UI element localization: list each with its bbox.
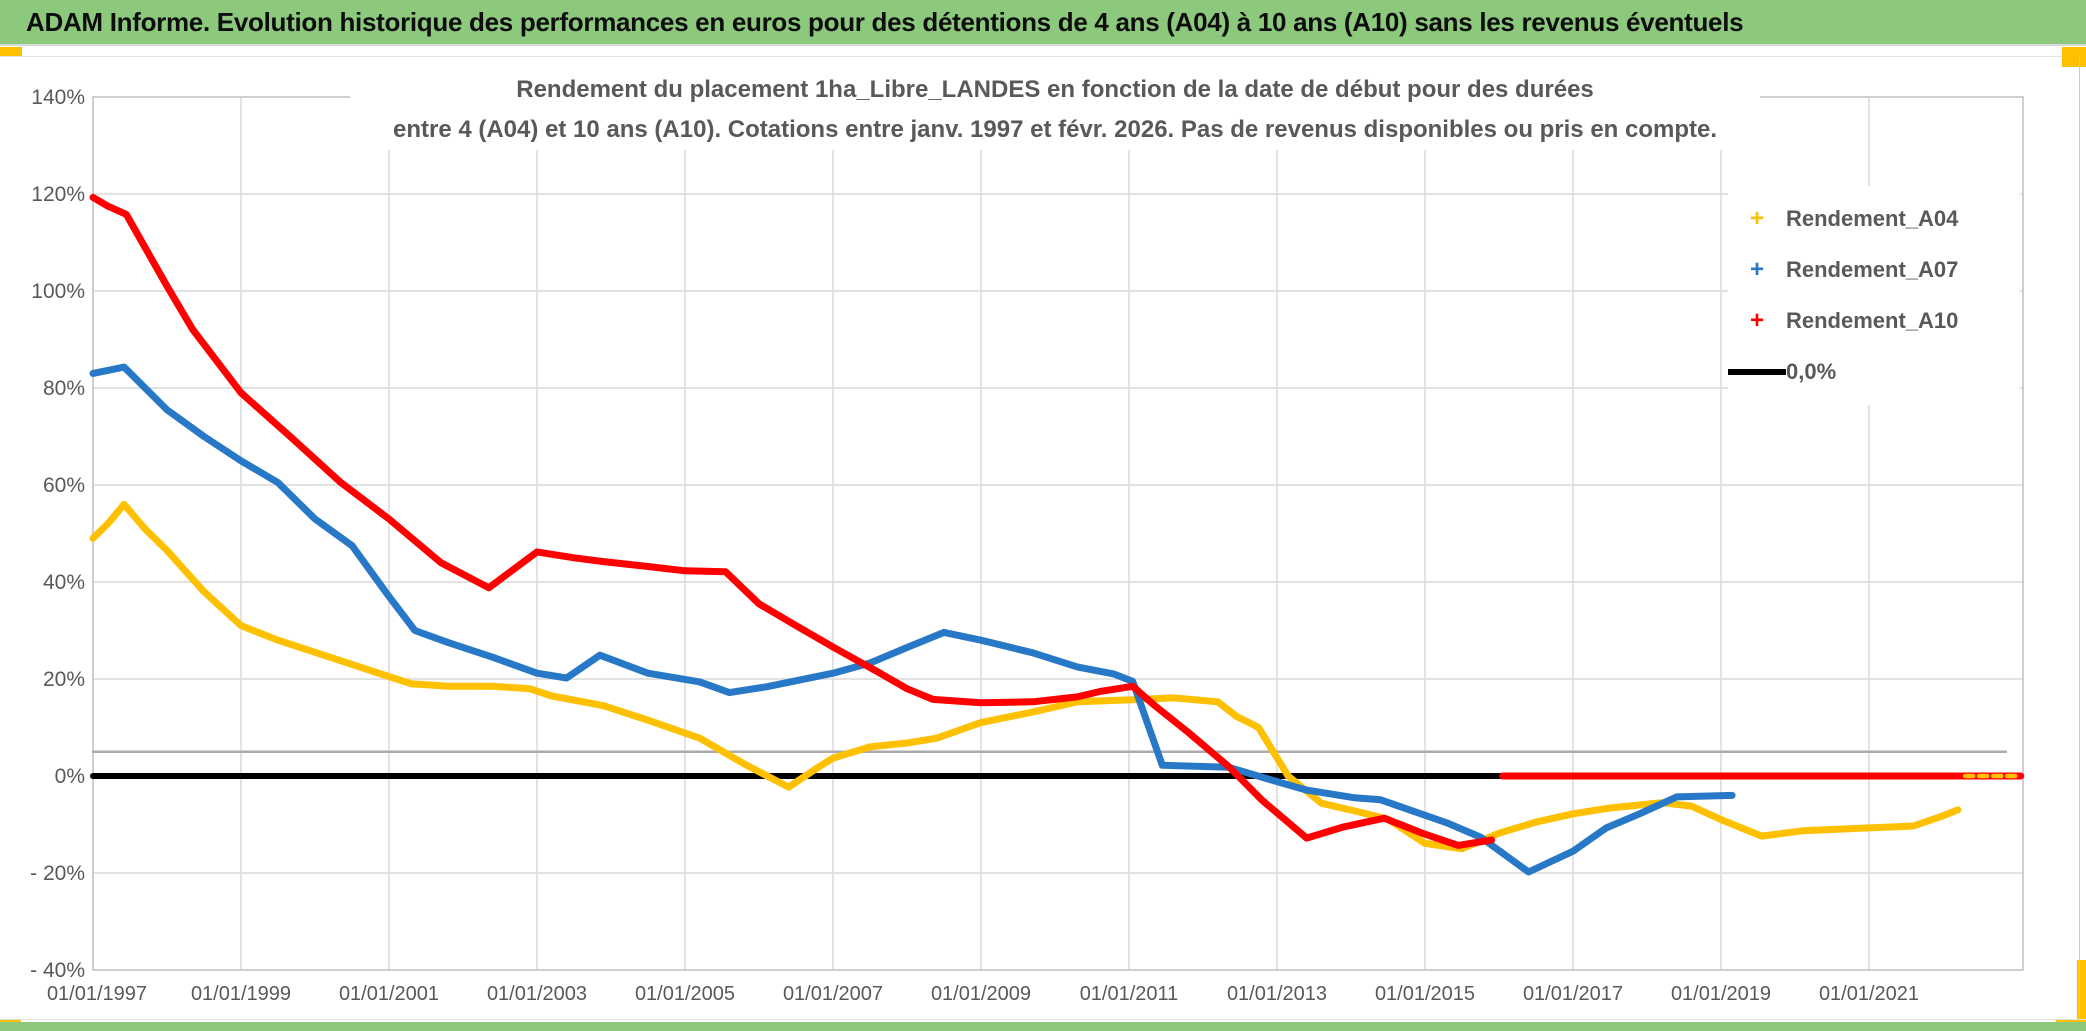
y-axis-tick-label: 0% xyxy=(55,765,85,788)
x-axis-tick-label: 01/01/2019 xyxy=(1671,983,1771,1005)
y-axis-tick-label: 120% xyxy=(31,183,85,206)
x-axis-tick-label: 01/01/1997 xyxy=(47,983,147,1005)
y-axis-tick-label: 80% xyxy=(43,377,85,400)
corner-accent-top-left xyxy=(0,47,22,56)
x-axis-tick-label: 01/01/2007 xyxy=(783,983,883,1005)
chart-title-line1: Rendement du placement 1ha_Libre_LANDES … xyxy=(516,76,1594,103)
chart-right-border xyxy=(2079,57,2080,1019)
x-axis-tick-label: 01/01/2009 xyxy=(931,983,1031,1005)
page-title: ADAM Informe. Evolution historique des p… xyxy=(26,6,1744,37)
chart-legend: + Rendement_A04 + Rendement_A07 + Rendem… xyxy=(1728,186,2020,405)
y-axis-tick-label: - 20% xyxy=(30,862,85,885)
legend-label: Rendement_A07 xyxy=(1786,257,1959,282)
x-axis-tick-label: 01/01/1999 xyxy=(191,983,291,1005)
y-axis-tick-label: 60% xyxy=(43,474,85,497)
x-axis-tick-label: 01/01/2001 xyxy=(339,983,439,1005)
x-axis-tick-label: 01/01/2017 xyxy=(1523,983,1623,1005)
y-axis-tick-label: 40% xyxy=(43,571,85,594)
plus-marker-icon: + xyxy=(1749,205,1764,232)
footer-divider xyxy=(0,1019,2086,1020)
legend-label: Rendement_A10 xyxy=(1786,308,1959,333)
corner-accent-top-right xyxy=(2062,47,2086,67)
y-axis-tick-label: 20% xyxy=(43,668,85,691)
corner-accent-right-strip xyxy=(2077,960,2086,1031)
header-divider xyxy=(0,56,2086,57)
x-axis-tick-label: 01/01/2015 xyxy=(1375,983,1475,1005)
series-line-rendement_a07[interactable] xyxy=(89,363,1736,876)
legend-item-rendement-a10[interactable]: + Rendement_A10 xyxy=(1728,299,2020,343)
plus-marker-icon: + xyxy=(1749,307,1764,334)
header-bar: ADAM Informe. Evolution historique des p… xyxy=(0,0,2086,46)
x-axis-tick-label: 01/01/2003 xyxy=(487,983,587,1005)
line-marker-icon xyxy=(1728,369,1786,375)
x-axis-tick-label: 01/01/2013 xyxy=(1227,983,1327,1005)
legend-item-rendement-a07[interactable]: + Rendement_A07 xyxy=(1728,248,2020,292)
series-line-rendement_a10[interactable] xyxy=(89,193,1496,849)
x-axis-tick-label: 01/01/2011 xyxy=(1080,983,1179,1005)
series-line-rendement_a04[interactable] xyxy=(89,500,1962,853)
y-axis-tick-label: 140% xyxy=(31,86,85,109)
chart-title-line2: entre 4 (A04) et 10 ans (A10). Cotations… xyxy=(392,116,1718,143)
legend-item-zero-line[interactable]: 0,0% xyxy=(1728,350,2020,394)
plus-marker-icon: + xyxy=(1749,256,1764,283)
y-axis-tick-label: - 40% xyxy=(30,959,85,982)
legend-item-rendement-a04[interactable]: + Rendement_A04 xyxy=(1728,197,2020,241)
y-axis-tick-label: 100% xyxy=(31,280,85,303)
footer-bar xyxy=(0,1022,2086,1031)
legend-label: 0,0% xyxy=(1786,359,1837,384)
chart-title: Rendement du placement 1ha_Libre_LANDES … xyxy=(350,70,1760,150)
legend-label: Rendement_A04 xyxy=(1786,206,1959,231)
x-axis-tick-label: 01/01/2021 xyxy=(1819,983,1919,1005)
x-axis-tick-label: 01/01/2005 xyxy=(635,983,735,1005)
